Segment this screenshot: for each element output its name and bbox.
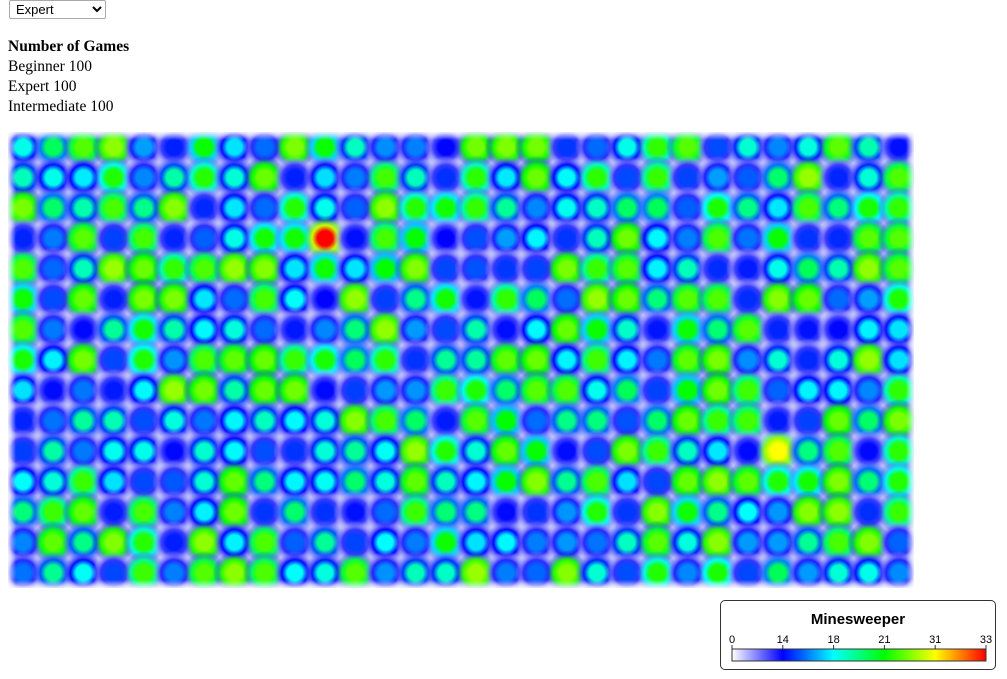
- stats-label: Beginner: [8, 58, 65, 75]
- legend-color-bar: [731, 648, 987, 662]
- legend-tick-label: 0: [729, 634, 735, 646]
- legend-tick-label: 21: [878, 634, 890, 646]
- stats-value: 100: [53, 78, 77, 95]
- legend-title: Minesweeper: [810, 611, 906, 628]
- legend-scale: 0 14 18 21 31 33: [729, 634, 992, 662]
- game-count-panel: Number of Games Beginner 100 Expert 100 …: [8, 37, 129, 117]
- stats-row-intermediate: Intermediate 100: [8, 97, 129, 117]
- stats-value: 100: [90, 98, 114, 115]
- stats-row-expert: Expert 100: [8, 77, 129, 97]
- stats-value: 100: [68, 58, 92, 75]
- stats-title: Number of Games: [8, 38, 130, 55]
- legend-tick-label: 14: [777, 634, 789, 646]
- legend-tick-label: 33: [980, 634, 992, 646]
- stats-label: Expert: [8, 78, 50, 95]
- level-select[interactable]: Expert: [9, 0, 106, 19]
- stats-label: Intermediate: [8, 98, 87, 115]
- minesweeper-heatmap: [8, 132, 914, 588]
- legend-tick-label: 31: [929, 634, 941, 646]
- legend: Minesweeper 0 14 18 21 31 33: [720, 600, 996, 670]
- stats-row-beginner: Beginner 100: [8, 57, 129, 77]
- legend-tick-label: 18: [827, 634, 839, 646]
